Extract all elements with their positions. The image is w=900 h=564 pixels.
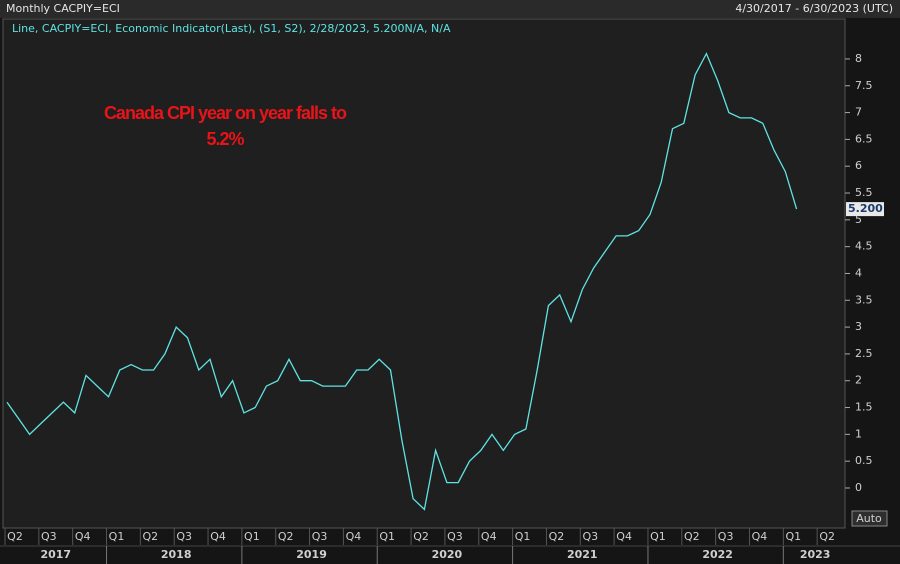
x-tick-label: Q4 bbox=[616, 530, 632, 543]
plot-area bbox=[2, 18, 846, 529]
year-label: 2020 bbox=[432, 548, 463, 561]
x-tick-label: Q3 bbox=[41, 530, 57, 543]
y-tick-label: 5.5 bbox=[855, 186, 873, 199]
x-tick-label: Q1 bbox=[379, 530, 395, 543]
year-label: 2018 bbox=[161, 548, 192, 561]
x-tick-label: Q1 bbox=[785, 530, 801, 543]
y-tick-label: 8 bbox=[855, 52, 862, 65]
y-tick-label: 5 bbox=[855, 213, 862, 226]
auto-button-label[interactable]: Auto bbox=[856, 512, 882, 525]
y-tick-label: 3.5 bbox=[855, 293, 873, 306]
x-tick-label: Q2 bbox=[278, 530, 294, 543]
legend-entry: Line, CACPIY=ECI, Economic Indicator(Las… bbox=[12, 22, 451, 35]
y-tick-label: 0.5 bbox=[855, 454, 873, 467]
y-tick-label: 2.5 bbox=[855, 347, 873, 360]
year-label: 2019 bbox=[296, 548, 327, 561]
year-label: 2023 bbox=[800, 548, 831, 561]
y-tick-label: 1.5 bbox=[855, 401, 873, 414]
y-tick-label: 7 bbox=[855, 106, 862, 119]
y-tick-label: 7.5 bbox=[855, 79, 873, 92]
x-tick-label: Q4 bbox=[346, 530, 362, 543]
last-value-tag-bg bbox=[846, 202, 884, 217]
x-tick-label: Q1 bbox=[515, 530, 531, 543]
y-tick-label: 6 bbox=[855, 159, 862, 172]
x-tick-label: Q3 bbox=[582, 530, 598, 543]
last-value-tag: 5.200 bbox=[848, 202, 883, 215]
annotation: Canada CPI year on year falls to bbox=[104, 103, 347, 123]
y-tick-label: 4 bbox=[855, 266, 862, 279]
x-tick-label: Q2 bbox=[819, 530, 835, 543]
y-tick-label: 3 bbox=[855, 320, 862, 333]
year-label: 2017 bbox=[40, 548, 71, 561]
x-tick-label: Q2 bbox=[684, 530, 700, 543]
x-tick-label: Q2 bbox=[549, 530, 565, 543]
x-tick-label: Q4 bbox=[210, 530, 226, 543]
date-range: 4/30/2017 - 6/30/2023 (UTC) bbox=[735, 2, 893, 15]
x-tick-label: Q4 bbox=[752, 530, 768, 543]
x-tick-label: Q4 bbox=[481, 530, 497, 543]
series-line bbox=[6, 52, 798, 511]
y-tick-label: 2 bbox=[855, 374, 862, 387]
chart-title: Monthly CACPIY=ECI bbox=[6, 2, 120, 15]
x-tick-label: Q2 bbox=[143, 530, 159, 543]
x-tick-label: Q3 bbox=[176, 530, 192, 543]
y-tick-label: 0 bbox=[855, 481, 862, 494]
x-tick-label: Q4 bbox=[75, 530, 91, 543]
x-tick-label: Q3 bbox=[312, 530, 328, 543]
x-tick-label: Q1 bbox=[109, 530, 125, 543]
x-tick-label: Q3 bbox=[447, 530, 463, 543]
x-tick-label: Q3 bbox=[718, 530, 734, 543]
x-tick-label: Q2 bbox=[413, 530, 429, 543]
x-tick-label: Q2 bbox=[7, 530, 23, 543]
x-tick-label: Q1 bbox=[650, 530, 666, 543]
annotation: 5.2% bbox=[206, 129, 244, 149]
y-tick-label: 4.5 bbox=[855, 240, 873, 253]
auto-button[interactable] bbox=[851, 510, 888, 527]
year-label: 2022 bbox=[702, 548, 733, 561]
x-tick-label: Q1 bbox=[244, 530, 260, 543]
y-tick-label: 1 bbox=[855, 427, 862, 440]
header-bar bbox=[0, 0, 900, 18]
y-tick-label: 6.5 bbox=[855, 132, 873, 145]
year-label: 2021 bbox=[567, 548, 598, 561]
